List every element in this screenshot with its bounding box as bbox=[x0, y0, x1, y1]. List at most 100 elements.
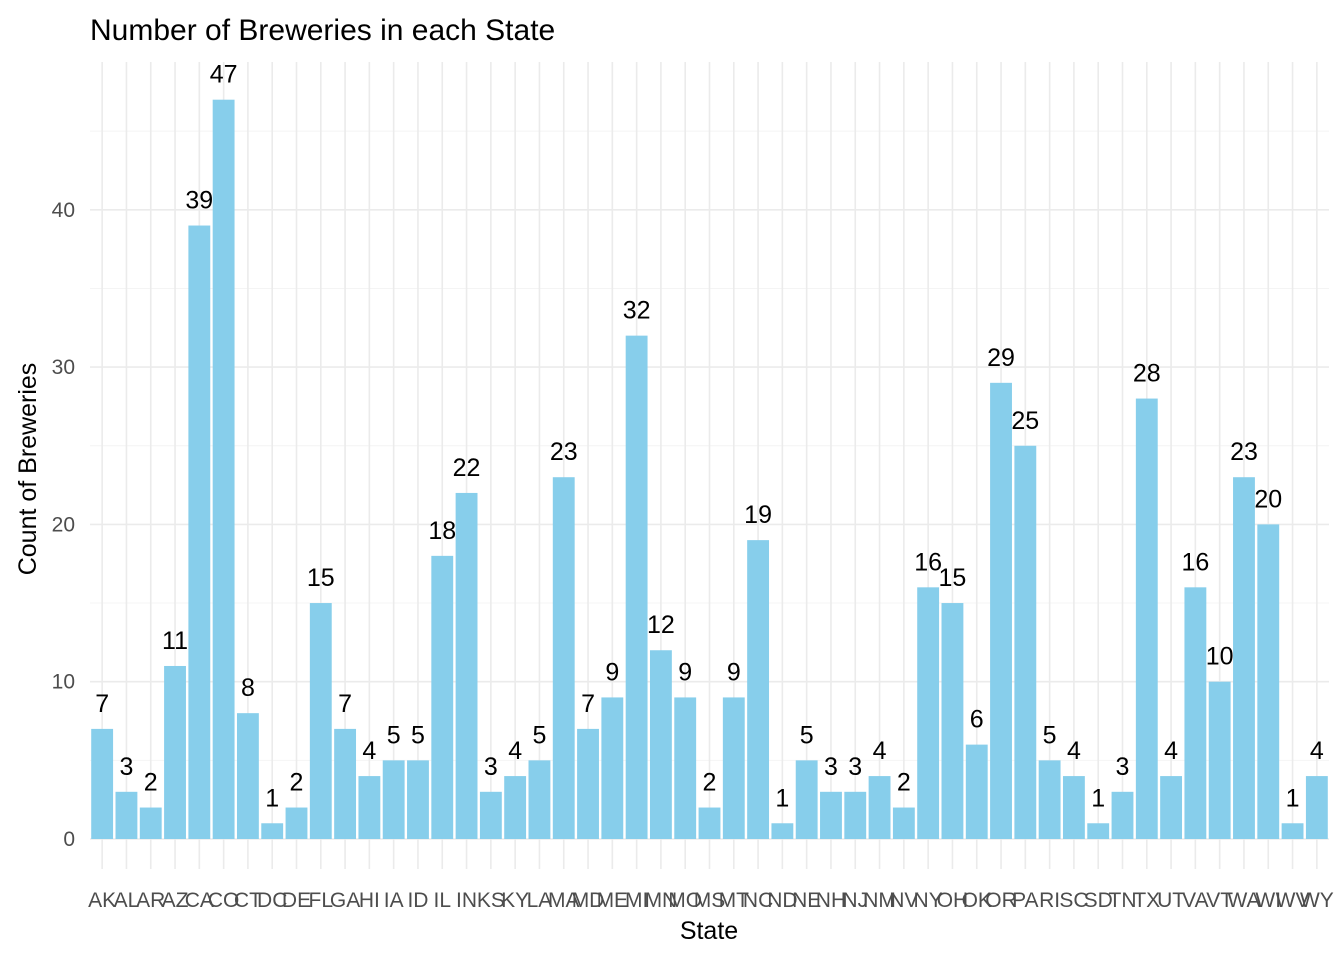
data-label-co: 47 bbox=[210, 61, 238, 89]
x-tick-label-nv: NV bbox=[889, 889, 918, 912]
data-label-mi: 32 bbox=[623, 297, 651, 325]
y-axis-tick-labels: 0 10 20 30 40 bbox=[52, 199, 75, 851]
bar-in bbox=[455, 492, 478, 839]
x-tick-label-vt: VT bbox=[1206, 889, 1233, 912]
x-tick-label-sd: SD bbox=[1084, 889, 1113, 912]
data-label-tn: 3 bbox=[1116, 753, 1130, 781]
bar-me bbox=[601, 697, 624, 839]
y-tick-label: 0 bbox=[63, 828, 75, 851]
x-tick-label-mt: MT bbox=[719, 889, 749, 912]
data-label-ny: 16 bbox=[914, 548, 942, 576]
x-tick-label-mi: MI bbox=[625, 889, 648, 912]
x-tick-label-me: ME bbox=[597, 889, 629, 912]
data-label-nd: 1 bbox=[775, 784, 789, 812]
x-tick-label-fl: FL bbox=[309, 889, 334, 912]
y-tick-label: 40 bbox=[52, 199, 75, 222]
x-tick-label-ok: OK bbox=[962, 889, 992, 912]
x-tick-label-wa: WA bbox=[1227, 889, 1260, 912]
x-tick-label-ar: AR bbox=[136, 889, 165, 912]
x-tick-label-nj: NJ bbox=[842, 889, 868, 912]
bar-nc bbox=[747, 540, 770, 839]
bar-mo bbox=[674, 697, 697, 839]
data-label-in: 22 bbox=[453, 454, 481, 482]
x-tick-label-in: IN bbox=[456, 889, 477, 912]
x-tick-label-nm: NM bbox=[863, 889, 896, 912]
data-label-az: 11 bbox=[162, 627, 188, 655]
bar-mn bbox=[649, 650, 672, 839]
bar-wi bbox=[1257, 524, 1280, 839]
data-label-ma: 23 bbox=[550, 438, 578, 466]
x-tick-label-il: IL bbox=[434, 889, 452, 912]
bar-pa bbox=[1014, 445, 1037, 839]
bar-ut bbox=[1160, 776, 1183, 839]
x-tick-label-md: MD bbox=[572, 889, 605, 912]
data-label-wy: 4 bbox=[1310, 737, 1324, 765]
bar-wa bbox=[1233, 477, 1255, 839]
bar-ma bbox=[552, 477, 575, 839]
data-label-wa: 23 bbox=[1230, 438, 1258, 466]
data-label-oh: 15 bbox=[939, 564, 967, 592]
x-tick-label-de: DE bbox=[282, 889, 311, 912]
x-tick-label-ri: RI bbox=[1039, 889, 1060, 912]
bar-dc bbox=[261, 823, 284, 839]
x-tick-label-ks: KS bbox=[477, 889, 505, 912]
bar-mt bbox=[722, 697, 745, 839]
bar-ms bbox=[698, 807, 721, 839]
x-tick-label-ak: AK bbox=[88, 889, 116, 912]
x-tick-label-tn: TN bbox=[1109, 889, 1137, 912]
bar-va bbox=[1184, 587, 1207, 839]
bar-ny bbox=[917, 587, 940, 839]
bar-ok bbox=[965, 744, 988, 839]
y-tick-label: 30 bbox=[52, 356, 75, 379]
bar-mi bbox=[625, 335, 648, 839]
data-label-tx: 28 bbox=[1133, 360, 1161, 388]
x-tick-label-ky: KY bbox=[501, 889, 529, 912]
bar-ky bbox=[504, 776, 527, 839]
bar-ca bbox=[188, 225, 211, 839]
bar-ia bbox=[382, 760, 405, 839]
data-label-hi: 4 bbox=[362, 737, 376, 765]
x-tick-label-wv: WV bbox=[1276, 889, 1310, 912]
x-tick-label-az: AZ bbox=[162, 889, 189, 912]
bar-il bbox=[431, 555, 454, 839]
y-tick-label: 10 bbox=[52, 671, 75, 694]
bar-sd bbox=[1087, 823, 1110, 839]
x-tick-label-wi: WI bbox=[1255, 889, 1281, 912]
data-label-fl: 15 bbox=[307, 564, 335, 592]
data-label-pa: 25 bbox=[1011, 407, 1039, 435]
x-tick-label-ne: NE bbox=[792, 889, 821, 912]
x-tick-label-al: AL bbox=[114, 889, 140, 912]
data-label-nm: 4 bbox=[873, 737, 887, 765]
bar-ga bbox=[334, 728, 357, 839]
x-tick-label-or: OR bbox=[985, 889, 1017, 912]
bar-or bbox=[990, 382, 1012, 839]
bar-az bbox=[164, 665, 186, 839]
data-label-ar: 2 bbox=[144, 769, 158, 797]
x-tick-label-ia: IA bbox=[384, 889, 404, 912]
data-label-ct: 8 bbox=[241, 674, 255, 702]
data-label-ms: 2 bbox=[703, 769, 717, 797]
x-tick-label-sc: SC bbox=[1059, 889, 1088, 912]
data-label-ia: 5 bbox=[387, 721, 401, 749]
bar-de bbox=[285, 807, 308, 839]
bar-ar bbox=[139, 807, 162, 839]
data-label-ok: 6 bbox=[970, 706, 984, 734]
bar-la bbox=[528, 760, 551, 839]
x-tick-label-ny: NY bbox=[914, 889, 943, 912]
x-tick-label-mo: MO bbox=[668, 889, 702, 912]
data-label-ne: 5 bbox=[800, 721, 814, 749]
data-label-ut: 4 bbox=[1164, 737, 1178, 765]
data-label-ca: 39 bbox=[185, 187, 213, 215]
bar-nh bbox=[820, 791, 842, 839]
bar-nd bbox=[771, 823, 794, 839]
x-tick-label-wy: WY bbox=[1300, 889, 1334, 912]
bar-al bbox=[115, 791, 138, 839]
bar-tx bbox=[1135, 398, 1158, 839]
x-tick-label-va: VA bbox=[1182, 889, 1208, 912]
bar-id bbox=[407, 760, 429, 839]
x-tick-label-la: LA bbox=[527, 889, 553, 912]
data-label-sd: 1 bbox=[1091, 784, 1105, 812]
data-label-la: 5 bbox=[532, 721, 546, 749]
data-label-sc: 4 bbox=[1067, 737, 1081, 765]
